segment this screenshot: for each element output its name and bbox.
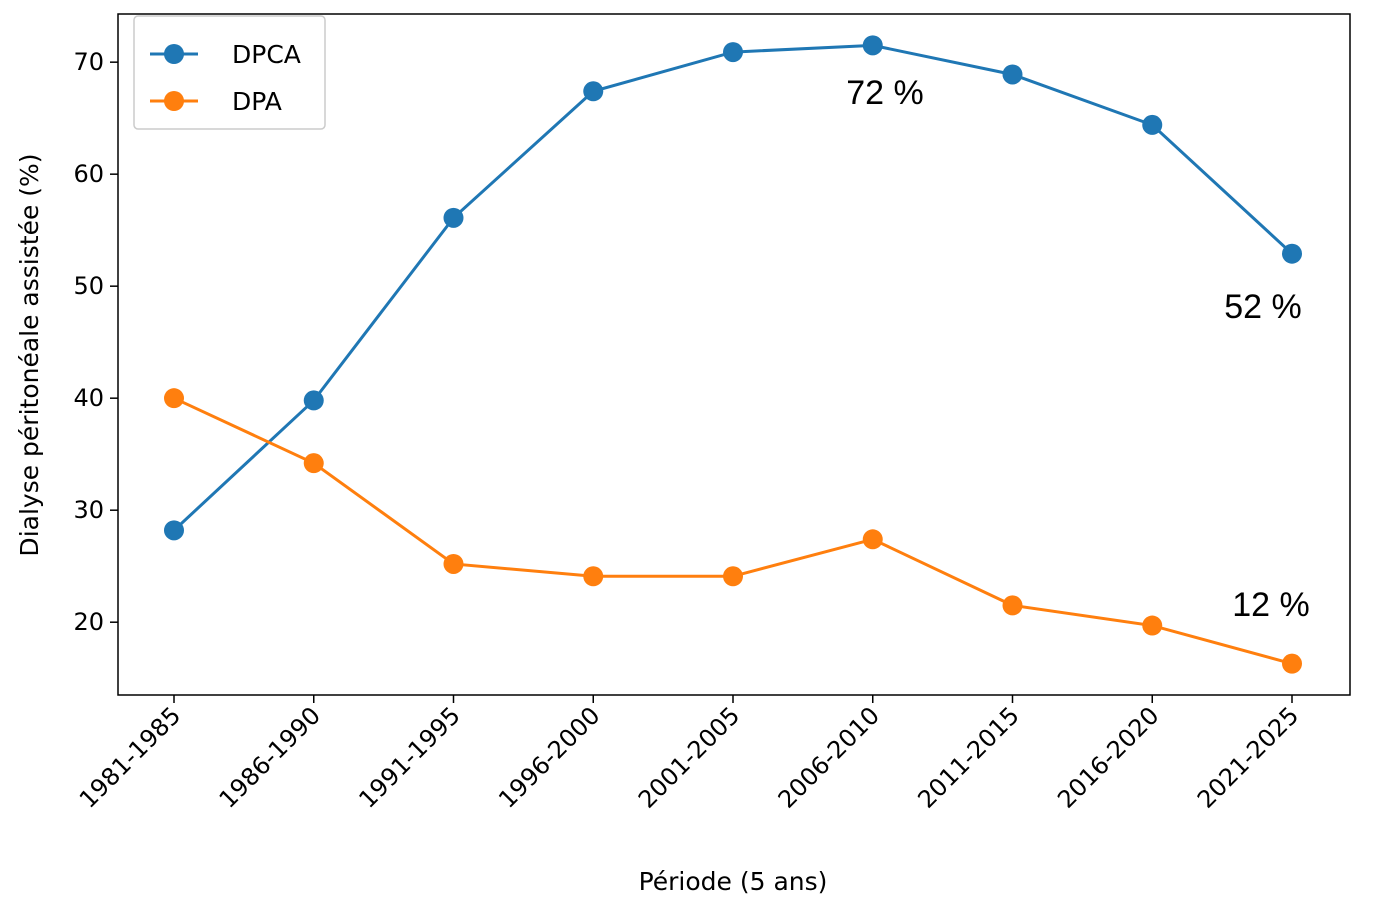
annotation: 52 % bbox=[1224, 288, 1302, 326]
marker bbox=[1002, 64, 1023, 85]
line bbox=[173, 396, 1293, 666]
marker bbox=[443, 553, 464, 574]
legend-marker bbox=[164, 91, 184, 111]
marker bbox=[164, 520, 184, 541]
x-tick-label: 1996-2000 bbox=[493, 701, 605, 813]
y-axis-label: Dialyse péritonéale assistée (%) bbox=[15, 153, 44, 556]
marker bbox=[583, 81, 604, 102]
marker bbox=[723, 42, 743, 63]
legend-marker bbox=[164, 44, 184, 64]
marker bbox=[723, 566, 743, 587]
marker bbox=[443, 207, 464, 228]
marker bbox=[164, 388, 184, 409]
line bbox=[172, 43, 1294, 532]
y-tick-label: 70 bbox=[73, 48, 104, 76]
x-tick-label: 2011-2015 bbox=[912, 701, 1024, 813]
marker bbox=[1282, 243, 1302, 264]
plot-frame bbox=[117, 13, 1351, 696]
x-tick-label: 2001-2005 bbox=[633, 701, 745, 813]
y-tick-label: 20 bbox=[73, 608, 104, 636]
marker bbox=[1142, 615, 1163, 636]
marker bbox=[1282, 653, 1302, 674]
annotation: 12 % bbox=[1232, 586, 1310, 624]
x-tick-label: 2006-2010 bbox=[773, 701, 885, 813]
marker bbox=[862, 529, 883, 550]
x-tick-label: 1991-1995 bbox=[353, 701, 465, 813]
annotation: 72 % bbox=[846, 74, 924, 112]
x-tick-label: 1981-1985 bbox=[74, 701, 186, 813]
legend-box bbox=[133, 15, 326, 130]
x-tick-label: 2021-2025 bbox=[1192, 701, 1304, 813]
marker bbox=[1002, 595, 1023, 616]
marker bbox=[862, 35, 883, 56]
y-tick-label: 40 bbox=[73, 384, 104, 412]
y-tick-label: 30 bbox=[73, 496, 104, 524]
x-tick-label: 1986-1990 bbox=[214, 701, 326, 813]
marker bbox=[583, 566, 604, 587]
marker bbox=[303, 453, 324, 474]
x-axis-label: Période (5 ans) bbox=[639, 867, 828, 896]
legend-label: DPA bbox=[232, 87, 282, 116]
legend-label: DPCA bbox=[232, 40, 301, 69]
y-tick-label: 50 bbox=[73, 272, 104, 300]
y-tick-label: 60 bbox=[73, 160, 104, 188]
marker bbox=[1142, 114, 1163, 135]
marker bbox=[303, 390, 324, 411]
x-tick-label: 2016-2020 bbox=[1052, 701, 1164, 813]
